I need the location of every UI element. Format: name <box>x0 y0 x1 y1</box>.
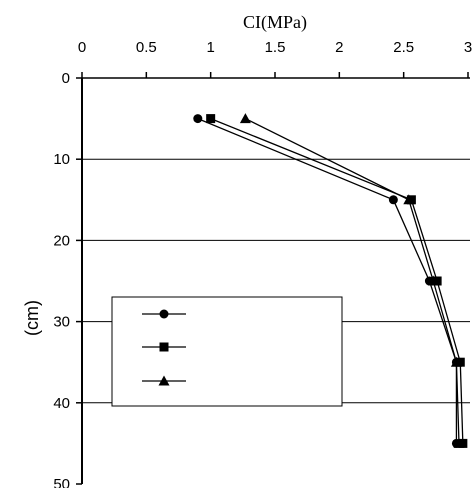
y-tick-label: 30 <box>53 314 70 331</box>
x-axis-title: CI(MPa) <box>243 12 307 33</box>
x-tick-label: 0 <box>78 39 86 56</box>
legend-marker-square <box>160 343 169 352</box>
legend <box>112 297 342 406</box>
y-tick-label: 40 <box>53 395 70 412</box>
data-point-circle <box>193 114 202 123</box>
legend-marker-circle <box>160 310 169 319</box>
x-tick-label: 0.5 <box>136 39 157 56</box>
x-tick-label: 2 <box>335 39 343 56</box>
y-tick-label: 0 <box>62 70 70 87</box>
data-point-square <box>206 114 215 123</box>
x-tick-label: 3 <box>464 39 472 56</box>
x-tick-label: 2.5 <box>393 39 414 56</box>
y-axis-title: (cm) <box>22 300 42 336</box>
y-tick-label: 10 <box>53 151 70 168</box>
x-tick-label: 1.5 <box>265 39 286 56</box>
data-point-circle <box>389 195 398 204</box>
axis-ticks: 0 10 20 30 40 50 0 0.5 1 1.5 2 2.5 3 <box>53 39 472 488</box>
x-tick-label: 1 <box>206 39 214 56</box>
axes <box>82 78 470 484</box>
y-tick-label: 20 <box>53 232 70 249</box>
y-tick-label: 50 <box>53 476 70 488</box>
data-point-triangle <box>240 113 251 123</box>
